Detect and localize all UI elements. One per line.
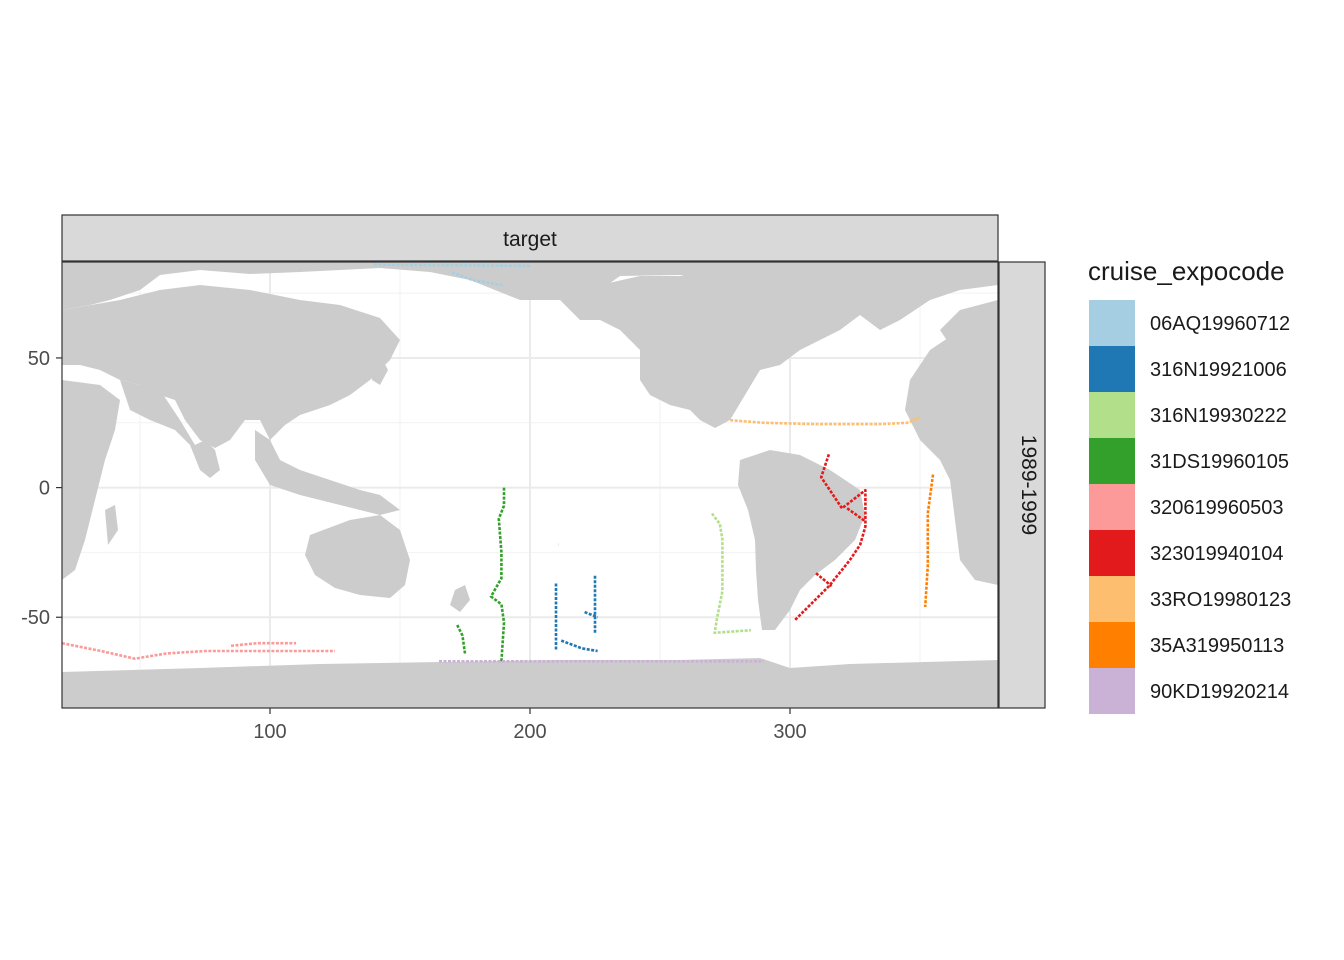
land-basemap	[62, 262, 998, 708]
legend-title: cruise_expocode	[1088, 256, 1285, 286]
legend-key	[1089, 392, 1135, 438]
cruise-track	[560, 639, 598, 653]
x-axis: 100 200 300	[253, 708, 807, 743]
legend-label: 33RO19980123	[1150, 589, 1291, 611]
cruise-track	[230, 641, 296, 648]
legend: cruise_expocode 06AQ19960712 316N19921006…	[1088, 256, 1291, 714]
x-tick-label: 300	[773, 721, 806, 743]
legend-key	[1089, 668, 1135, 714]
cruise-tracks	[62, 263, 935, 663]
facet-label-top: target	[503, 228, 557, 251]
x-tick-label: 200	[513, 721, 546, 743]
cruise-track	[62, 641, 335, 660]
legend-label: 320619960503	[1150, 497, 1283, 519]
cruise-track	[730, 416, 921, 426]
legend-label: 90KD19920214	[1150, 681, 1289, 703]
y-axis: 50 0 -50	[21, 348, 62, 629]
legend-key	[1089, 484, 1135, 530]
y-tick-label: -50	[21, 607, 50, 629]
legend-key	[1089, 622, 1135, 668]
cruise-track	[923, 474, 935, 607]
cruise-track	[451, 271, 505, 287]
cruise-track	[710, 512, 752, 635]
cruise-track	[489, 487, 506, 662]
legend-key	[1089, 530, 1135, 576]
legend-key	[1089, 300, 1135, 346]
cruise-track	[815, 572, 833, 588]
cruise-track	[846, 507, 867, 523]
facet-label-right: 1989-1999	[1017, 435, 1040, 535]
legend-label: 316N19921006	[1150, 359, 1287, 381]
legend-key	[1089, 576, 1135, 622]
cruise-track	[456, 624, 467, 654]
x-tick-label: 100	[253, 721, 286, 743]
facet-strip-right: 1989-1999	[998, 261, 1046, 709]
cruise-track	[794, 453, 867, 621]
facet-strip-top: target	[61, 214, 999, 262]
legend-label: 323019940104	[1150, 543, 1283, 565]
y-tick-label: 0	[39, 478, 50, 500]
cruise-track	[373, 263, 531, 268]
legend-label: 316N19930222	[1150, 405, 1287, 427]
y-tick-label: 50	[28, 348, 50, 370]
cruise-track	[584, 610, 599, 619]
legend-label: 06AQ19960712	[1150, 313, 1290, 335]
legend-key	[1089, 438, 1135, 484]
legend-key	[1089, 346, 1135, 392]
legend-label: 31DS19960105	[1150, 451, 1289, 473]
legend-label: 35A319950113	[1150, 635, 1284, 657]
